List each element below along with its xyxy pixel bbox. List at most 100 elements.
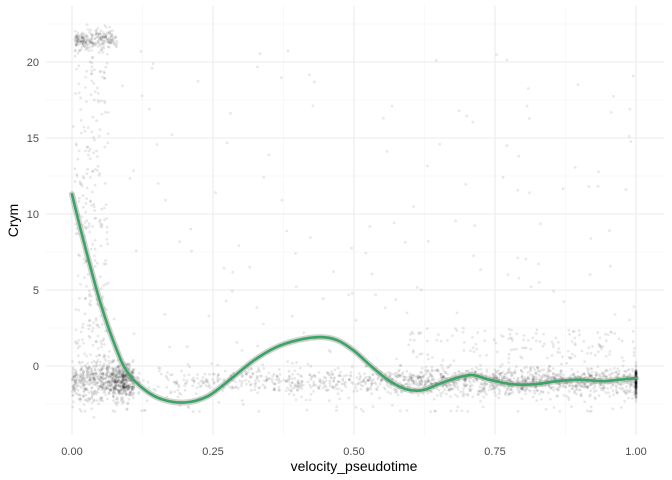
data-point (464, 377, 467, 381)
data-point (81, 377, 85, 380)
data-point (312, 374, 316, 377)
data-point (634, 386, 638, 390)
data-point (634, 374, 638, 378)
data-point (507, 378, 511, 381)
data-point (464, 369, 468, 373)
data-point (588, 410, 592, 413)
data-point (92, 377, 96, 380)
data-point (495, 369, 498, 373)
data-point (121, 399, 125, 403)
data-point (95, 361, 99, 364)
data-point (206, 385, 210, 388)
data-point (573, 374, 577, 378)
data-point (603, 369, 607, 373)
data-point (324, 388, 328, 392)
data-point (82, 383, 86, 387)
data-point (634, 379, 638, 383)
data-point (474, 377, 478, 381)
data-point (429, 373, 433, 376)
data-point (520, 346, 524, 350)
data-point (103, 218, 106, 222)
data-point (395, 375, 399, 379)
data-point (124, 378, 128, 382)
data-point (84, 393, 88, 397)
data-point (84, 387, 87, 391)
data-point (431, 369, 434, 372)
data-point (617, 337, 621, 341)
data-point (594, 373, 598, 377)
data-point (191, 410, 195, 413)
data-point (88, 378, 92, 382)
data-point (634, 386, 638, 389)
data-point (622, 389, 625, 392)
data-point (634, 361, 638, 364)
data-point (240, 372, 244, 376)
data-point (246, 370, 250, 374)
data-point (258, 374, 262, 378)
data-point (108, 384, 112, 388)
data-point (101, 383, 105, 386)
data-point (576, 83, 580, 86)
data-point (102, 206, 106, 210)
data-point (76, 31, 80, 35)
data-point (453, 380, 457, 384)
data-point (305, 408, 309, 412)
data-point (602, 386, 605, 390)
data-point (567, 389, 571, 393)
data-point (250, 375, 254, 379)
data-point (391, 378, 395, 381)
data-point (428, 379, 431, 383)
data-point (72, 385, 75, 389)
data-point (122, 383, 125, 387)
data-point (574, 376, 578, 380)
data-point (90, 386, 94, 390)
data-point (621, 374, 625, 378)
data-point (462, 341, 466, 344)
data-point (634, 370, 638, 374)
data-point (265, 378, 268, 382)
data-point (183, 384, 187, 388)
data-point (107, 380, 110, 383)
data-point (117, 389, 121, 393)
data-point (72, 378, 75, 382)
data-point (417, 384, 420, 388)
data-point (105, 381, 109, 385)
data-point (74, 381, 78, 384)
data-point (430, 369, 434, 372)
data-point (634, 386, 638, 390)
data-point (331, 372, 335, 376)
data-point (616, 373, 620, 377)
data-point (409, 376, 412, 380)
data-point (93, 390, 96, 393)
data-point (72, 125, 75, 128)
data-point (543, 375, 547, 379)
data-point (245, 372, 249, 376)
data-point (634, 372, 638, 376)
data-point (198, 385, 202, 388)
data-point (112, 399, 115, 402)
data-point (290, 381, 294, 384)
data-point (634, 373, 638, 377)
data-point (538, 340, 542, 343)
data-point (493, 368, 497, 372)
data-point (373, 381, 376, 385)
data-point (132, 396, 136, 400)
data-point (413, 374, 416, 378)
data-point (612, 94, 615, 98)
data-point (229, 374, 233, 378)
data-point (492, 387, 496, 391)
data-point (623, 381, 627, 384)
data-point (516, 256, 520, 260)
data-point (93, 259, 97, 262)
data-point (557, 375, 561, 379)
data-point (207, 383, 211, 387)
data-point (497, 369, 500, 372)
data-point (621, 386, 625, 390)
data-point (388, 376, 391, 379)
data-point (389, 392, 393, 395)
data-point (204, 384, 208, 387)
data-point (187, 406, 191, 409)
data-point (118, 367, 121, 371)
data-point (78, 180, 82, 184)
data-point (304, 398, 308, 402)
